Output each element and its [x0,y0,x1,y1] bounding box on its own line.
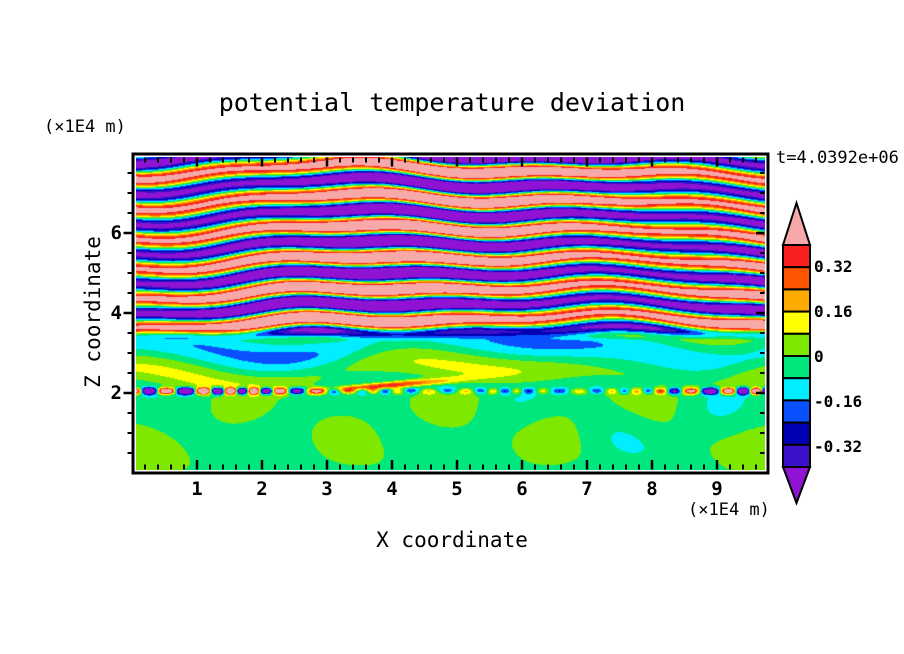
x-tick-label: 4 [386,478,398,500]
colorbar-segment [782,266,811,291]
x-axis-title: X coordinate [376,528,528,552]
y-axis-unit-label: (×1E4 m) [44,117,126,137]
x-tick-label: 7 [581,478,593,500]
x-tick-label: 9 [711,478,723,500]
plot-title: potential temperature deviation [218,88,686,117]
x-tick-label: 3 [321,478,333,500]
colorbar-lower-arrow [781,466,812,506]
colorbar-segment [782,443,811,469]
colorbar-label: -0.32 [814,437,863,456]
colorbar-segment [782,310,811,335]
colorbar-segment [782,421,811,446]
colorbar-segment [782,399,811,424]
colorbar-label: 0 [814,347,824,366]
x-axis-unit-label: (×1E4 m) [688,500,770,520]
colorbar-label: -0.16 [814,392,863,411]
colorbar [781,199,812,506]
y-tick-label: 2 [110,382,122,404]
x-tick-label: 1 [191,478,203,500]
colorbar-upper-arrow [781,199,812,246]
colorbar-segment [782,377,811,402]
colorbar-label: 0.32 [814,257,853,276]
colorbar-segment [782,244,811,269]
contour-field-canvas [136,157,765,470]
colorbar-label: 0.16 [814,302,853,321]
colorbar-segment [782,288,811,313]
x-tick-label: 8 [646,478,658,500]
x-tick-label: 2 [256,478,268,500]
colorbar-segment [782,355,811,380]
y-tick-label: 6 [110,222,122,244]
y-tick-label: 4 [110,302,122,324]
colorbar-segment [782,332,811,358]
x-tick-label: 5 [451,478,463,500]
x-tick-label: 6 [516,478,528,500]
timestamp-label: t=4.0392e+06 [776,148,899,168]
